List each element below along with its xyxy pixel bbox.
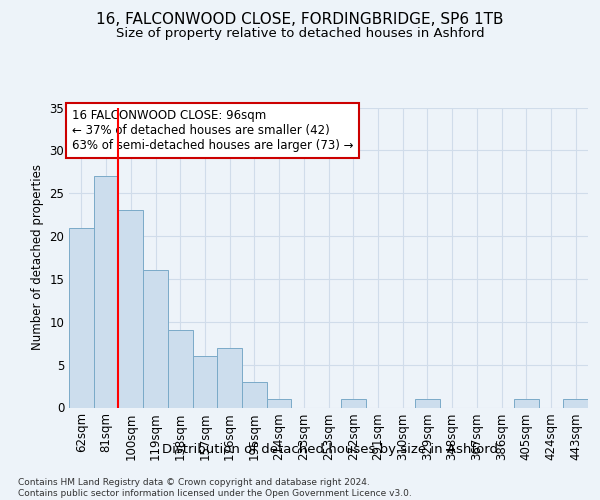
- Bar: [69, 228, 94, 408]
- Bar: [514, 399, 539, 407]
- Bar: [168, 330, 193, 407]
- Bar: [267, 399, 292, 407]
- Text: Distribution of detached houses by size in Ashford: Distribution of detached houses by size …: [162, 442, 498, 456]
- Bar: [242, 382, 267, 407]
- Text: 16 FALCONWOOD CLOSE: 96sqm
← 37% of detached houses are smaller (42)
63% of semi: 16 FALCONWOOD CLOSE: 96sqm ← 37% of deta…: [71, 109, 353, 152]
- Bar: [143, 270, 168, 407]
- Text: 16, FALCONWOOD CLOSE, FORDINGBRIDGE, SP6 1TB: 16, FALCONWOOD CLOSE, FORDINGBRIDGE, SP6…: [96, 12, 504, 28]
- Y-axis label: Number of detached properties: Number of detached properties: [31, 164, 44, 350]
- Bar: [94, 176, 118, 408]
- Bar: [415, 399, 440, 407]
- Bar: [193, 356, 217, 408]
- Bar: [341, 399, 365, 407]
- Bar: [563, 399, 588, 407]
- Text: Size of property relative to detached houses in Ashford: Size of property relative to detached ho…: [116, 28, 484, 40]
- Text: Contains HM Land Registry data © Crown copyright and database right 2024.
Contai: Contains HM Land Registry data © Crown c…: [18, 478, 412, 498]
- Bar: [118, 210, 143, 408]
- Bar: [217, 348, 242, 408]
